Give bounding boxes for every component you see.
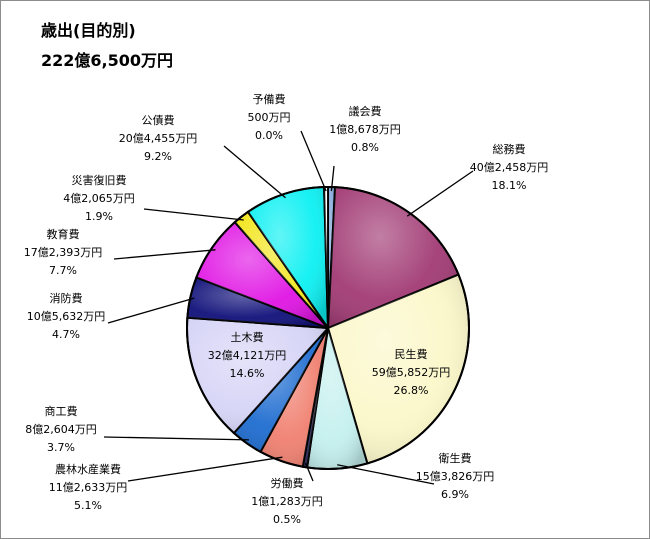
- slice-label-amount: 32億4,121万円: [208, 349, 287, 362]
- leader-line: [113, 249, 216, 260]
- pie-slice-shading: [234, 211, 328, 328]
- leader-line: [103, 436, 250, 441]
- slice-label-percent: 14.6%: [230, 367, 265, 380]
- pie-slice-shading: [307, 328, 368, 469]
- pie-slice-shading: [328, 274, 469, 464]
- pie-slice-shading: [260, 328, 328, 467]
- pie-slice-shading: [187, 317, 328, 434]
- slice-label-name: 総務費: [493, 142, 526, 156]
- leader-line: [337, 464, 435, 485]
- slice-label-name: 予備費: [253, 92, 286, 106]
- slice-label-percent: 0.5%: [273, 513, 301, 526]
- leader-line: [304, 462, 314, 482]
- slice-label-percent: 1.9%: [85, 210, 113, 223]
- leader-line: [300, 130, 327, 192]
- slice-label-amount: 20億4,455万円: [119, 132, 198, 145]
- leader-line: [143, 208, 244, 221]
- pie-slice-shading: [233, 328, 328, 452]
- slice-label-percent: 4.7%: [52, 328, 80, 341]
- leader-line: [406, 170, 474, 217]
- slice-label-amount: 40億2,458万円: [470, 161, 549, 174]
- slice-label-percent: 7.7%: [49, 264, 77, 277]
- slice-label-percent: 6.9%: [441, 488, 469, 501]
- slice-label-name: 商工費: [45, 404, 78, 418]
- slice-label-amount: 15億3,826万円: [416, 470, 495, 483]
- slice-label-name: 議会費: [349, 104, 382, 118]
- slice-label-percent: 0.8%: [351, 141, 379, 154]
- slice-label-amount: 8億2,604万円: [25, 423, 97, 436]
- slice-label-name: 消防費: [50, 291, 83, 305]
- slice-label-name: 衛生費: [439, 451, 472, 465]
- slice-label-name: 災害復旧費: [72, 173, 127, 187]
- pie-slice-shading: [196, 222, 328, 328]
- chart-title: 歳出(目的別): [41, 21, 136, 40]
- leader-line: [223, 145, 286, 199]
- leader-line: [127, 456, 283, 482]
- slice-label-amount: 10億5,632万円: [27, 310, 106, 323]
- slice-label-amount: 59億5,852万円: [372, 366, 451, 379]
- slice-label-percent: 26.8%: [394, 384, 429, 397]
- slice-label-name: 教育費: [47, 227, 80, 241]
- slice-label-amount: 1億1,283万円: [251, 495, 323, 508]
- chart-subtitle: 222億6,500万円: [41, 51, 174, 70]
- slice-label-amount: 500万円: [248, 111, 291, 124]
- slice-label-name: 民生費: [395, 347, 428, 361]
- slice-label-percent: 0.0%: [255, 129, 283, 142]
- slice-label-name: 土木費: [231, 330, 264, 344]
- slice-label-amount: 17億2,393万円: [24, 246, 103, 259]
- pie-slice-shading: [248, 187, 328, 328]
- slice-label-name: 農林水産業費: [55, 462, 121, 476]
- slice-label-amount: 11億2,633万円: [49, 481, 128, 494]
- slice-label-name: 労働費: [271, 476, 304, 490]
- leader-line: [330, 165, 335, 192]
- slice-label-percent: 5.1%: [74, 499, 102, 512]
- pie-rim: [186, 186, 470, 470]
- leader-line: [107, 297, 195, 324]
- pie-slice-shading: [324, 186, 328, 328]
- slice-label-percent: 18.1%: [492, 179, 527, 192]
- slice-label-amount: 4億2,065万円: [63, 192, 135, 205]
- slice-label-percent: 9.2%: [144, 150, 172, 163]
- pie-slice-shading: [328, 187, 459, 328]
- slice-label-name: 公債費: [142, 113, 175, 127]
- slice-label-amount: 1億8,678万円: [329, 123, 401, 136]
- slice-label-percent: 3.7%: [47, 441, 75, 454]
